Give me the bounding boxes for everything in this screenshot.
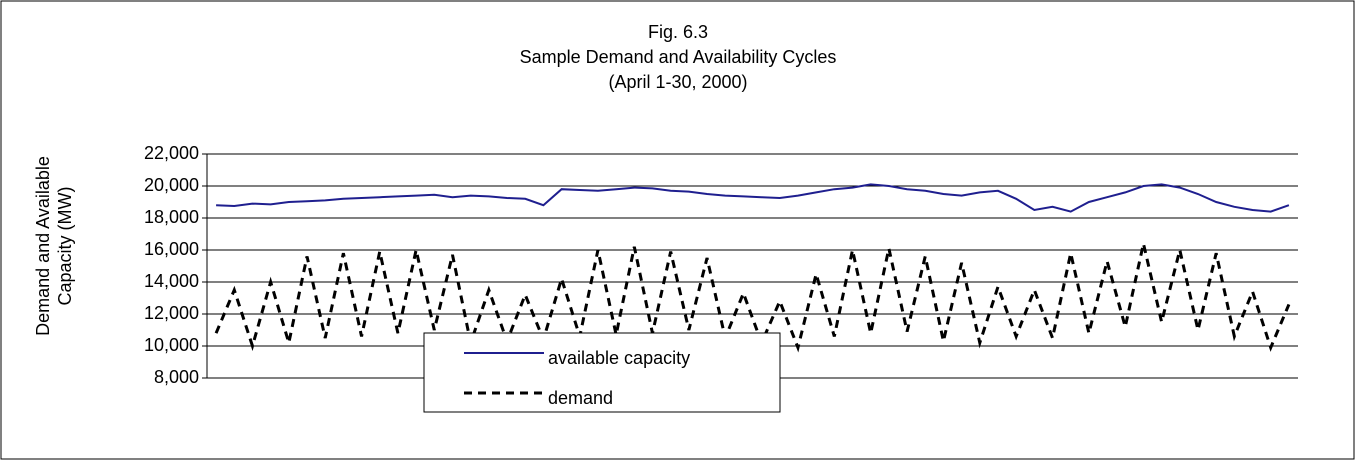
legend-label: demand xyxy=(548,388,613,408)
y-axis-label: Capacity (MW) xyxy=(55,186,75,305)
legend-label: available capacity xyxy=(548,348,690,368)
legend-box xyxy=(423,332,781,413)
data-line xyxy=(214,243,1291,353)
y-tick-label: 20,000 xyxy=(144,175,199,195)
chart-title: Sample Demand and Availability Cycles xyxy=(520,47,837,67)
y-axis-label: Demand and Available xyxy=(33,156,53,336)
y-tick-label: 18,000 xyxy=(144,207,199,227)
data-line xyxy=(216,183,1290,213)
y-tick-label: 8,000 xyxy=(154,367,199,387)
y-tick-label: 14,000 xyxy=(144,271,199,291)
chart-title: (April 1-30, 2000) xyxy=(608,72,747,92)
chart-title: Fig. 6.3 xyxy=(648,22,708,42)
y-tick-label: 16,000 xyxy=(144,239,199,259)
y-tick-label: 12,000 xyxy=(144,303,199,323)
y-tick-label: 10,000 xyxy=(144,335,199,355)
y-tick-label: 22,000 xyxy=(144,143,199,163)
